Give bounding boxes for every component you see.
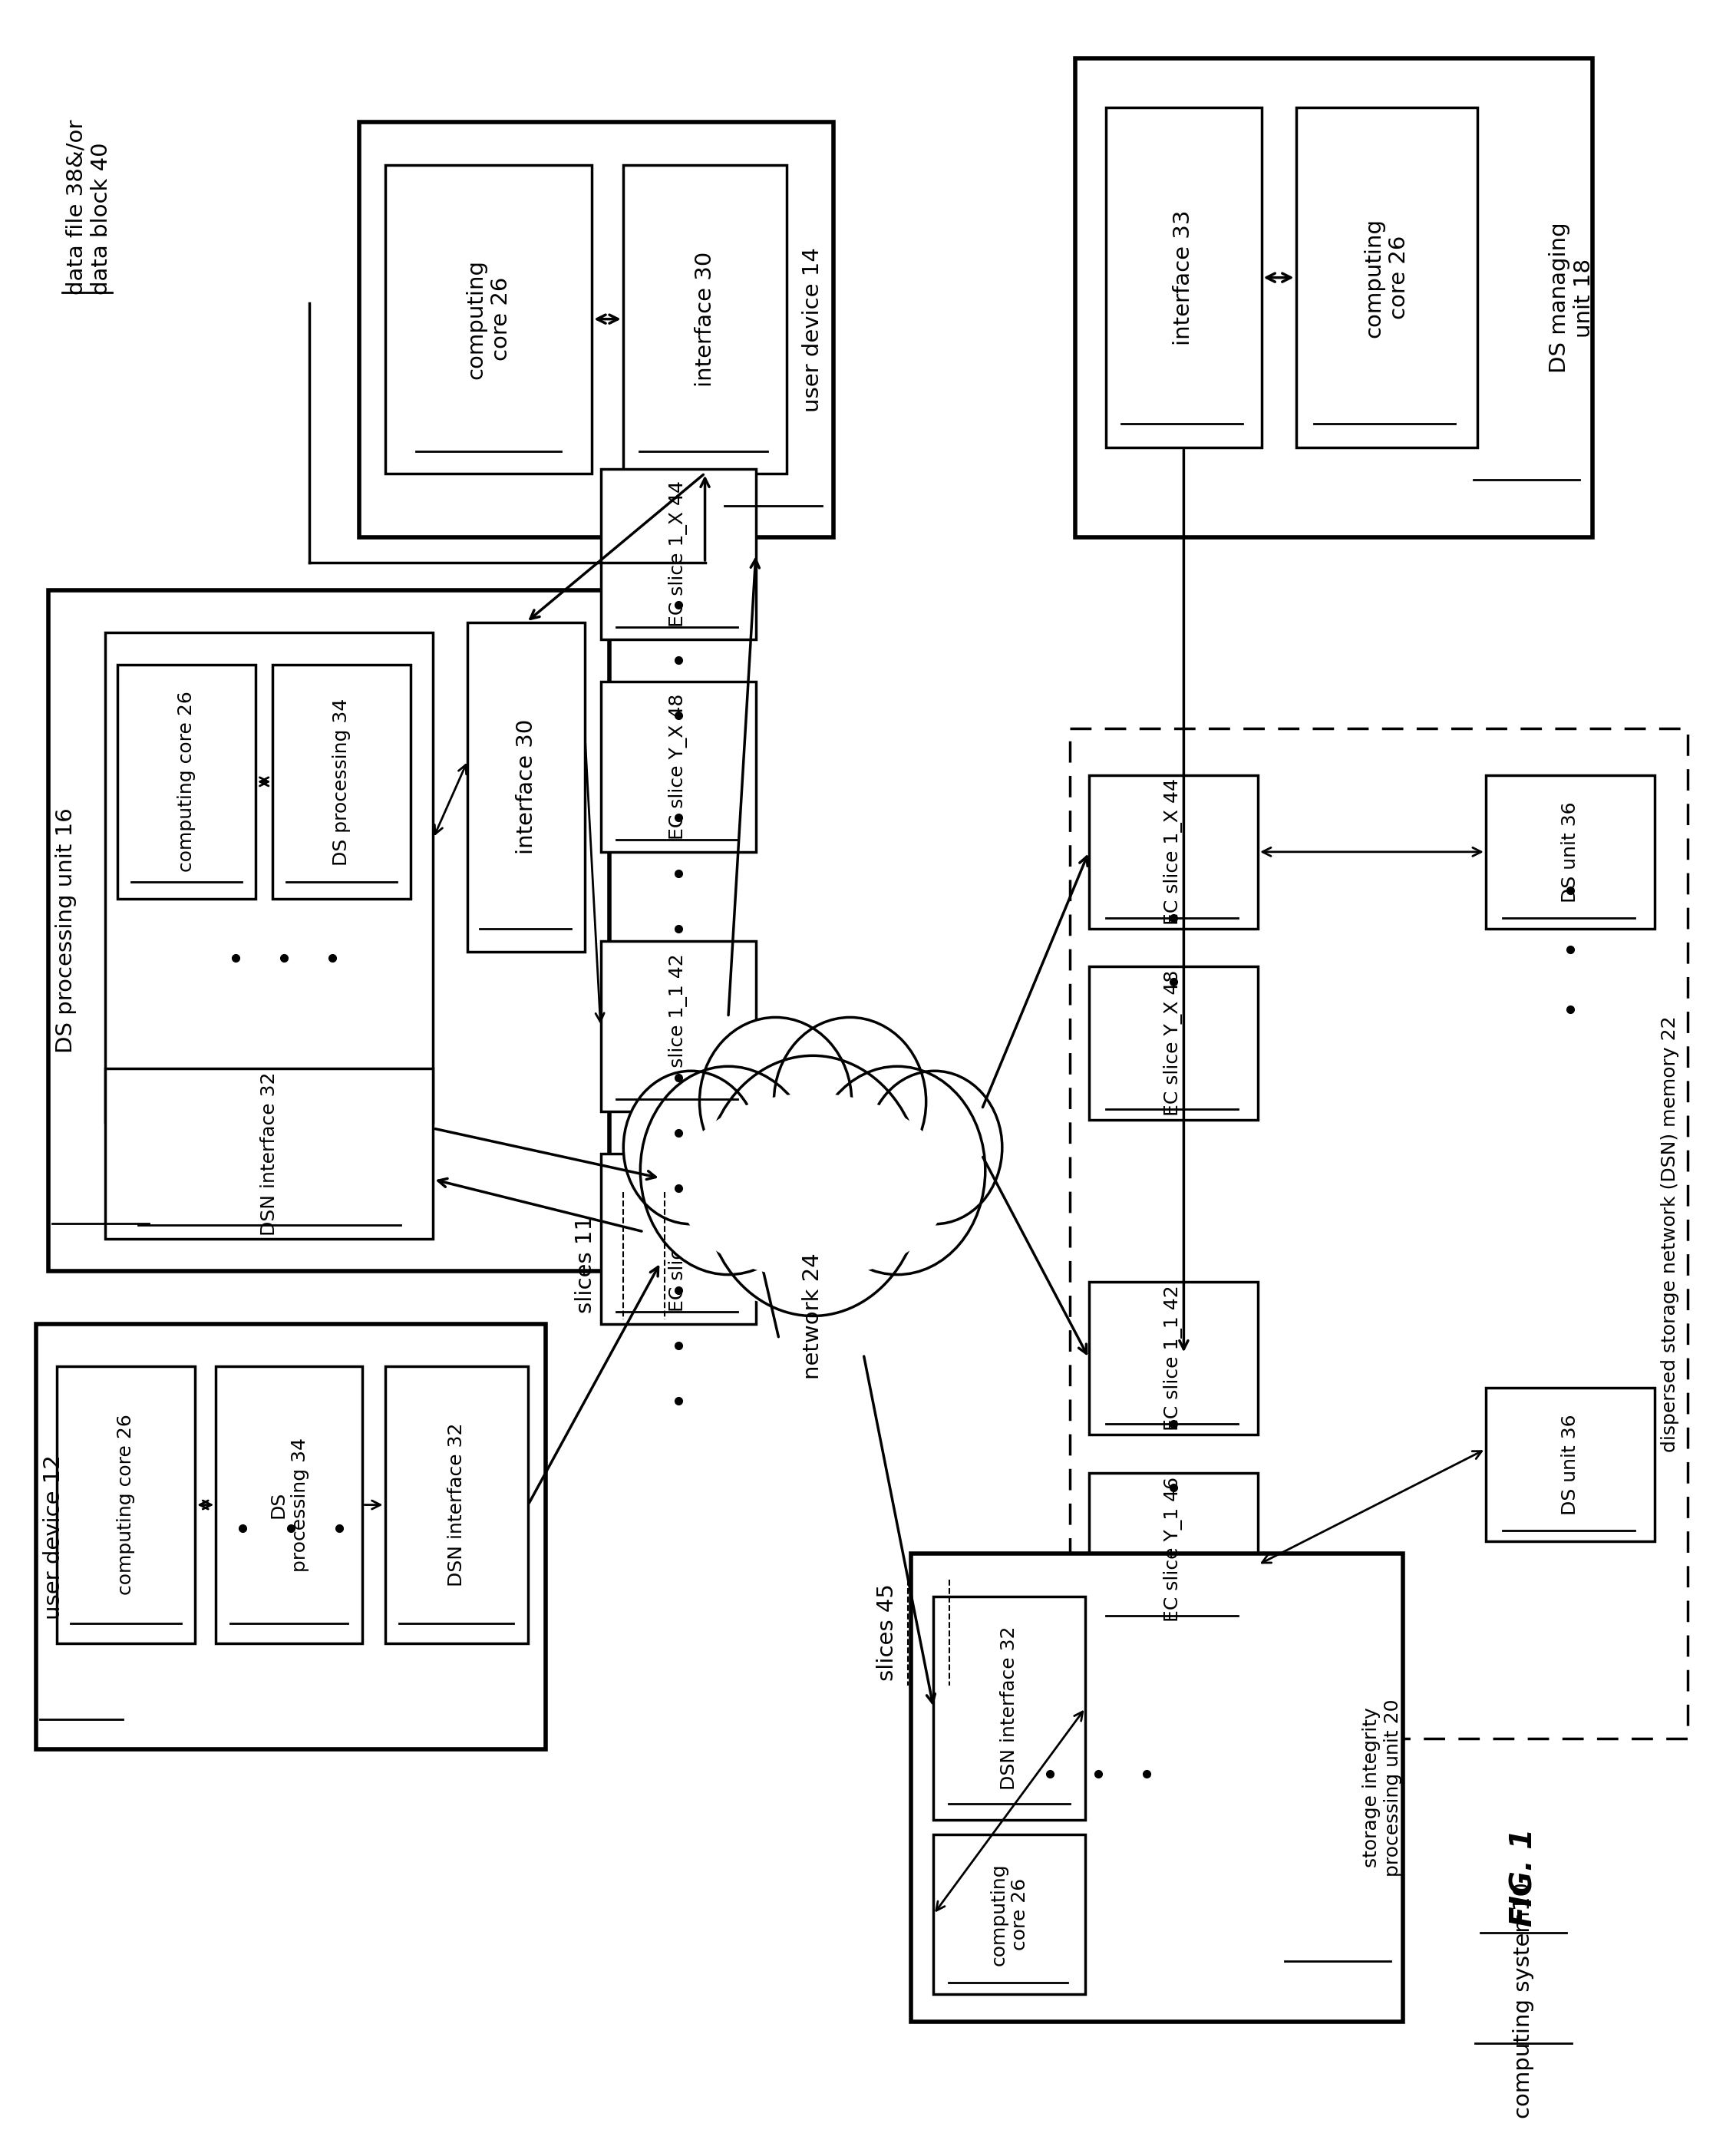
Text: computing
core 26: computing core 26 [465, 258, 512, 379]
Bar [49, 590, 609, 1270]
Bar [1088, 967, 1259, 1120]
Bar [601, 1154, 755, 1324]
Ellipse shape [866, 1070, 1002, 1225]
Text: computing
core 26: computing core 26 [1363, 217, 1410, 338]
Text: user device 12: user device 12 [43, 1453, 64, 1619]
Bar [106, 633, 434, 1122]
Ellipse shape [774, 1018, 925, 1186]
Bar [57, 1367, 194, 1643]
Text: dispersed storage network (DSN) memory 22: dispersed storage network (DSN) memory 2… [1661, 1016, 1679, 1451]
Text: interface 33: interface 33 [1174, 209, 1194, 344]
Bar [1486, 775, 1654, 928]
Bar [215, 1367, 363, 1643]
Bar [385, 166, 592, 474]
Text: data file 38&/or
data block 40: data file 38&/or data block 40 [66, 121, 113, 295]
Text: computing system10: computing system10 [1512, 1882, 1535, 2119]
Text: EC slice Y_X 48: EC slice Y_X 48 [1163, 971, 1182, 1117]
Bar [601, 683, 755, 853]
Ellipse shape [703, 1055, 924, 1315]
Text: DS unit 36: DS unit 36 [1561, 1415, 1580, 1516]
Ellipse shape [653, 1064, 974, 1309]
Bar [1088, 775, 1259, 928]
Bar [1486, 1389, 1654, 1542]
Bar [118, 665, 255, 898]
Text: user device 14: user device 14 [802, 248, 823, 411]
Bar [467, 622, 585, 952]
Text: EC slice 1_X 44: EC slice 1_X 44 [668, 480, 687, 627]
Text: slices 45: slices 45 [877, 1585, 898, 1681]
Text: EC slice 1_X 44: EC slice 1_X 44 [1163, 779, 1182, 926]
Bar [934, 1595, 1085, 1819]
Text: storage integrity
processing unit 20: storage integrity processing unit 20 [1363, 1699, 1403, 1877]
Text: EC slice Y_X 48: EC slice Y_X 48 [668, 693, 687, 840]
Bar [36, 1324, 545, 1750]
Bar [1088, 1281, 1259, 1434]
Bar [601, 469, 755, 639]
Text: slices 11: slices 11 [575, 1216, 595, 1313]
Text: EC slice 1_1 42: EC slice 1_1 42 [1163, 1285, 1182, 1432]
Text: computing core 26: computing core 26 [116, 1415, 135, 1595]
Ellipse shape [623, 1070, 759, 1225]
Text: DS managing
unit 18: DS managing unit 18 [1549, 222, 1595, 372]
Text: computing
core 26: computing core 26 [990, 1862, 1029, 1966]
Bar [934, 1834, 1085, 1994]
Text: DS processing 34: DS processing 34 [333, 698, 351, 866]
Bar [911, 1554, 1403, 2022]
Ellipse shape [809, 1066, 986, 1275]
Ellipse shape [700, 1018, 852, 1186]
Text: interface 30: interface 30 [694, 252, 715, 388]
Bar [359, 123, 833, 536]
Text: DS processing unit 16: DS processing unit 16 [56, 807, 76, 1053]
Bar [1295, 108, 1477, 448]
Bar [1069, 728, 1687, 1740]
Text: computing core 26: computing core 26 [177, 691, 196, 872]
Bar [1088, 1473, 1259, 1626]
Bar [106, 1068, 434, 1238]
Ellipse shape [641, 1066, 816, 1275]
Bar [385, 1367, 528, 1643]
Bar [1075, 58, 1592, 536]
Text: EC slice Y_1 46: EC slice Y_1 46 [668, 1167, 687, 1311]
Text: FIG. 1: FIG. 1 [1509, 1828, 1538, 1927]
Text: interface 30: interface 30 [516, 719, 536, 855]
Bar [623, 166, 786, 474]
Text: DS
processing 34: DS processing 34 [269, 1438, 309, 1572]
Ellipse shape [677, 1094, 948, 1277]
Text: DSN interface 32: DSN interface 32 [260, 1072, 278, 1236]
Text: DSN interface 32: DSN interface 32 [1000, 1626, 1019, 1789]
Bar [1106, 108, 1262, 448]
Text: DSN interface 32: DSN interface 32 [448, 1423, 465, 1587]
Text: EC slice Y_1 46: EC slice Y_1 46 [1163, 1477, 1182, 1621]
Text: network 24: network 24 [802, 1253, 823, 1380]
Bar [273, 665, 411, 898]
Bar [601, 941, 755, 1111]
Text: DS unit 36: DS unit 36 [1561, 801, 1580, 902]
Text: EC slice 1_1 42: EC slice 1_1 42 [668, 954, 687, 1098]
